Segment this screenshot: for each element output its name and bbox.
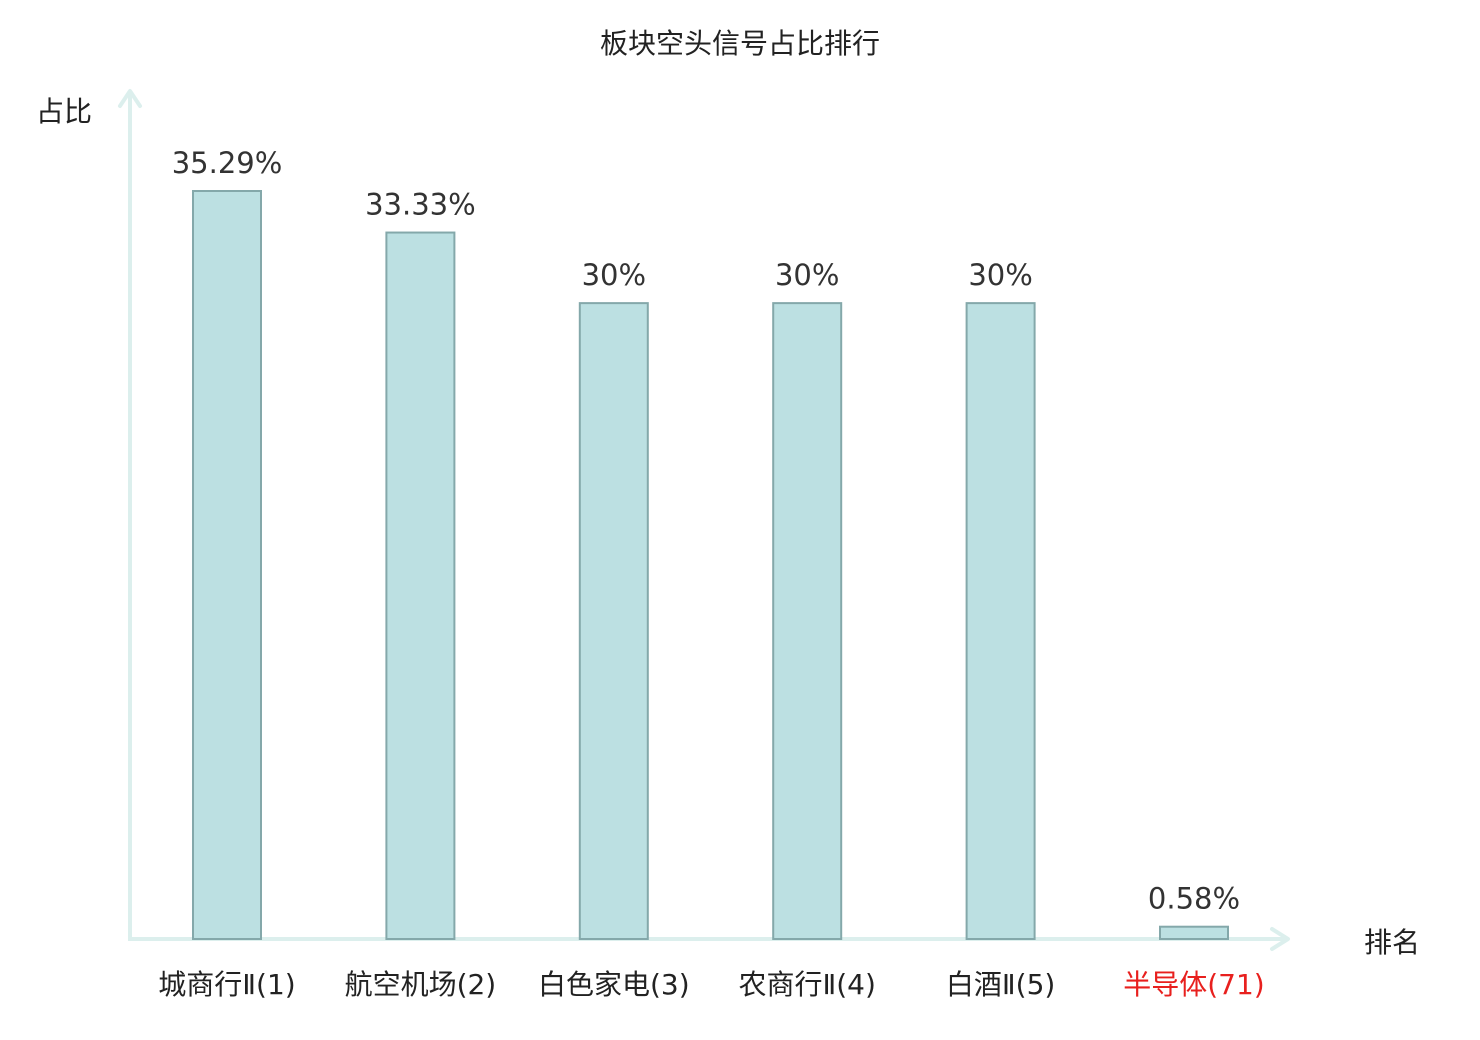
x-axis-arrow (1270, 927, 1290, 951)
bar (1159, 925, 1229, 940)
bar-value-label: 33.33% (365, 188, 476, 222)
category-label: 白酒Ⅱ(5) (946, 968, 1055, 1001)
bar (385, 231, 456, 941)
category-label: 航空机场(2) (345, 968, 497, 1001)
bar (578, 302, 649, 941)
category-label: 农商行Ⅱ(4) (738, 968, 875, 1001)
bar-series: 35.29% 城商行Ⅱ(1) 33.33% 航空机场(2) 30% 白色家电(3) 30% 农… (158, 146, 1264, 1001)
bar (192, 190, 262, 940)
bar-value-label: 0.58% (1148, 882, 1240, 916)
category-label: 半导体(71) (1123, 968, 1264, 1001)
chart-title: 板块空头信号占比排行 (600, 27, 880, 60)
category-label: 城商行Ⅱ(1) (158, 968, 295, 1001)
bar (772, 302, 843, 941)
bar (965, 302, 1036, 941)
bar-value-label: 30% (582, 258, 646, 292)
y-axis-arrow (118, 89, 142, 108)
bar-value-label: 30% (968, 258, 1032, 292)
bar-value-label: 30% (775, 258, 839, 292)
category-label: 白色家电(3) (538, 968, 690, 1001)
y-axis-title: 占比 (36, 95, 92, 128)
bar-value-label: 35.29% (172, 146, 283, 180)
x-axis-title: 排名 (1364, 926, 1420, 959)
